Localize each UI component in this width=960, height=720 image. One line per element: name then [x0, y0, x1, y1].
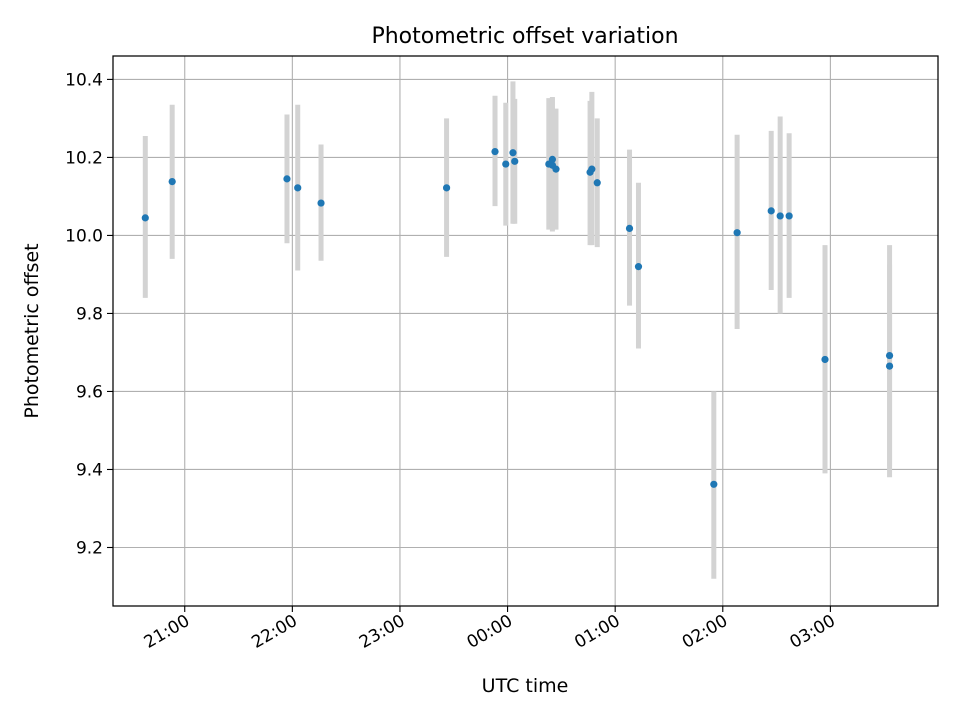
y-axis-ticks: 9.2 9.4 9.6 9.8 10.0 10.2 10.4	[65, 70, 113, 558]
axes-frame	[112, 55, 939, 607]
data-point	[588, 165, 596, 173]
y-tick-label: 9.4	[76, 460, 103, 480]
data-point	[511, 157, 519, 165]
data-point	[625, 224, 634, 233]
chart-title: Photometric offset variation	[371, 24, 678, 49]
data-point	[491, 147, 499, 156]
data-point	[785, 212, 793, 220]
y-tick-label: 10.0	[65, 226, 103, 246]
y-axis-label: Photometric offset	[21, 243, 43, 418]
y-tick-label: 10.2	[65, 148, 103, 168]
y-tick-label: 9.6	[76, 382, 103, 402]
data-point	[502, 160, 510, 168]
y-tick-label: 9.8	[76, 304, 103, 324]
data-point	[821, 355, 829, 364]
data-point	[885, 351, 894, 360]
data-point	[634, 263, 643, 271]
data-point	[710, 480, 718, 488]
grid-lines	[113, 56, 938, 606]
y-tick-label: 9.2	[76, 538, 103, 558]
data-point	[283, 175, 291, 183]
data-point	[593, 179, 601, 187]
data-point	[294, 184, 302, 192]
data-point	[509, 149, 517, 157]
data-point	[168, 178, 176, 186]
data-point	[767, 207, 775, 215]
y-tick-label: 10.4	[65, 70, 103, 90]
data-point	[317, 199, 325, 207]
data-point	[552, 165, 560, 173]
data-point	[733, 229, 741, 237]
data-points	[141, 147, 894, 488]
data-point	[442, 184, 451, 192]
plot-area	[113, 56, 938, 606]
data-point	[885, 362, 894, 370]
data-point	[141, 214, 149, 222]
data-point	[776, 212, 784, 220]
data-point	[548, 155, 557, 163]
x-axis-label: UTC time	[482, 675, 569, 697]
